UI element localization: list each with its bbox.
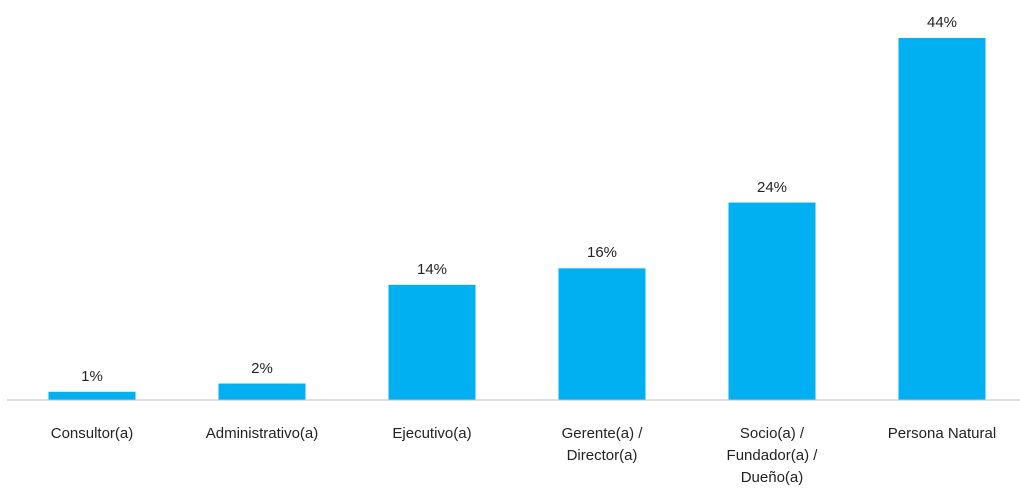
x-tick-label: Administrativo(a) xyxy=(205,425,319,442)
bar xyxy=(558,268,646,400)
data-label: 24% xyxy=(756,178,788,196)
data-label: 44% xyxy=(926,14,958,31)
bar xyxy=(48,391,136,400)
data-label: 14% xyxy=(416,260,448,278)
x-tick-label: Consultor(a) xyxy=(50,425,134,442)
data-label: 1% xyxy=(81,367,103,385)
x-tick-label: Persona Natural xyxy=(887,425,997,442)
x-tick-label: Ejecutivo(a) xyxy=(392,425,472,442)
bar xyxy=(898,38,986,400)
bar xyxy=(728,202,816,400)
bar xyxy=(388,284,476,400)
x-tick-label: Socio(a) / Fundador(a) / Dueño(a) xyxy=(726,425,818,486)
data-label: 16% xyxy=(586,244,618,262)
data-label: 2% xyxy=(251,359,273,377)
bar xyxy=(218,383,306,400)
x-tick-label: Gerente(a) / Director(a) xyxy=(561,425,643,464)
